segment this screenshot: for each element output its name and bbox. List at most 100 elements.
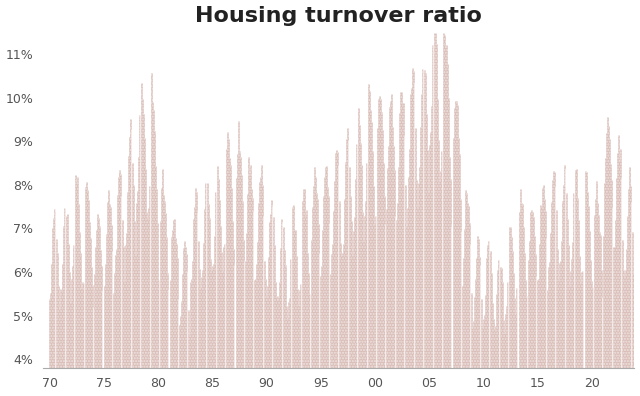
Bar [190, 282, 191, 368]
Bar [553, 171, 554, 368]
Bar [397, 203, 398, 368]
Bar [569, 286, 570, 368]
Bar [98, 217, 99, 368]
Bar [470, 270, 472, 368]
Bar [122, 220, 124, 368]
Bar [297, 289, 298, 368]
Bar [207, 183, 208, 368]
Bar [449, 157, 450, 368]
Bar [110, 207, 111, 368]
Bar [411, 88, 412, 368]
Bar [558, 280, 559, 368]
Bar [492, 303, 493, 368]
Bar [410, 94, 411, 368]
Bar [355, 179, 356, 368]
Bar [278, 296, 279, 368]
Bar [392, 128, 393, 368]
Bar [339, 201, 340, 368]
Bar [427, 150, 428, 368]
Bar [438, 139, 439, 368]
Bar [241, 175, 242, 368]
Bar [80, 253, 81, 368]
Bar [108, 190, 109, 368]
Bar [408, 177, 409, 368]
Bar [84, 212, 85, 368]
Bar [525, 296, 527, 368]
Bar [535, 253, 536, 368]
Bar [174, 219, 175, 368]
Bar [255, 280, 256, 368]
Bar [327, 187, 328, 368]
Bar [64, 208, 65, 368]
Bar [415, 128, 416, 368]
Bar [209, 218, 210, 368]
Bar [369, 91, 370, 368]
Bar [495, 326, 496, 368]
Bar [181, 301, 182, 368]
Bar [153, 110, 154, 368]
Bar [60, 289, 61, 368]
Bar [290, 259, 291, 368]
Bar [573, 175, 575, 368]
Bar [432, 45, 433, 368]
Bar [224, 244, 225, 368]
Bar [126, 232, 127, 368]
Bar [293, 205, 294, 368]
Bar [467, 203, 468, 368]
Bar [586, 172, 587, 368]
Bar [556, 210, 557, 368]
Bar [496, 293, 497, 368]
Bar [370, 110, 371, 368]
Bar [403, 103, 404, 368]
Bar [598, 215, 599, 368]
Bar [266, 297, 267, 368]
Bar [601, 270, 602, 368]
Bar [605, 158, 606, 368]
Bar [514, 298, 515, 368]
Bar [430, 132, 431, 368]
Bar [625, 270, 626, 368]
Bar [194, 208, 195, 368]
Bar [494, 329, 495, 368]
Bar [364, 216, 365, 368]
Bar [132, 163, 133, 368]
Bar [506, 306, 507, 368]
Bar [603, 239, 604, 368]
Bar [321, 266, 322, 368]
Bar [236, 178, 237, 368]
Bar [540, 205, 541, 368]
Bar [152, 102, 153, 368]
Bar [513, 273, 514, 368]
Bar [490, 251, 492, 368]
Bar [373, 187, 374, 368]
Bar [447, 64, 448, 368]
Bar [71, 279, 72, 368]
Bar [395, 216, 396, 368]
Bar [330, 274, 332, 368]
Bar [173, 220, 174, 368]
Bar [65, 204, 67, 368]
Bar [560, 261, 561, 368]
Bar [305, 215, 306, 368]
Bar [168, 312, 170, 368]
Bar [380, 99, 381, 368]
Bar [577, 198, 578, 368]
Bar [125, 245, 126, 368]
Bar [116, 249, 117, 368]
Bar [276, 296, 277, 368]
Bar [228, 139, 229, 368]
Bar [227, 131, 228, 368]
Bar [442, 67, 444, 368]
Bar [584, 179, 586, 368]
Bar [300, 284, 301, 368]
Bar [145, 169, 146, 368]
Bar [259, 182, 260, 368]
Bar [308, 294, 310, 368]
Bar [189, 334, 190, 368]
Bar [323, 196, 324, 368]
Bar [119, 170, 120, 368]
Bar [341, 255, 342, 368]
Bar [428, 192, 429, 368]
Bar [164, 202, 165, 368]
Bar [536, 306, 538, 368]
